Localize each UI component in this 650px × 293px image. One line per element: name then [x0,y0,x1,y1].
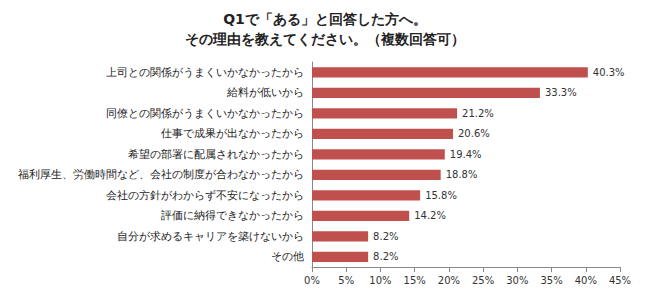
svg-text:20.6%: 20.6% [458,128,490,139]
svg-text:25%: 25% [472,275,494,286]
svg-text:15.8%: 15.8% [425,190,457,201]
svg-text:20%: 20% [438,275,460,286]
svg-text:45%: 45% [609,275,631,286]
svg-text:14.2%: 14.2% [414,210,446,221]
svg-text:希望の部署に配属されなかったから: 希望の部署に配属されなかったから [128,148,304,161]
svg-text:評価に納得できなかったから: 評価に納得できなかったから [161,209,304,222]
svg-text:8.2%: 8.2% [373,231,398,242]
svg-text:8.2%: 8.2% [373,251,398,262]
svg-text:40.3%: 40.3% [593,67,625,78]
svg-text:給料が低いから: 給料が低いから [226,86,304,99]
svg-text:上司との関係がうまくいかなかったから: 上司との関係がうまくいかなかったから [106,66,304,79]
svg-text:15%: 15% [404,275,426,286]
svg-text:同僚との関係がうまくいかなかったから: 同僚との関係がうまくいかなかったから [106,107,304,120]
svg-text:仕事で成果が出なかったから: 仕事で成果が出なかったから [161,127,304,140]
svg-text:40%: 40% [575,275,597,286]
svg-text:21.2%: 21.2% [462,108,494,119]
svg-text:19.4%: 19.4% [450,149,482,160]
svg-text:35%: 35% [540,275,562,286]
svg-text:18.8%: 18.8% [446,169,478,180]
svg-text:福利厚生、労働時間など、会社の制度が合わなかったから: 福利厚生、労働時間など、会社の制度が合わなかったから [18,168,304,181]
svg-text:会社の方針がわからず不安になったから: 会社の方針がわからず不安になったから [106,189,304,202]
svg-text:5%: 5% [338,275,354,286]
svg-text:自分が求めるキャリアを築けないから: 自分が求めるキャリアを築けないから [117,230,304,243]
svg-text:10%: 10% [369,275,391,286]
svg-text:30%: 30% [506,275,528,286]
svg-text:0%: 0% [304,275,320,286]
svg-text:Q1で「ある」と回答した方へ。: Q1で「ある」と回答した方へ。 [223,11,427,27]
svg-text:その理由を教えてください。（複数回答可）: その理由を教えてください。（複数回答可） [185,31,465,47]
svg-text:その他: その他 [271,250,304,263]
svg-text:33.3%: 33.3% [545,87,577,98]
